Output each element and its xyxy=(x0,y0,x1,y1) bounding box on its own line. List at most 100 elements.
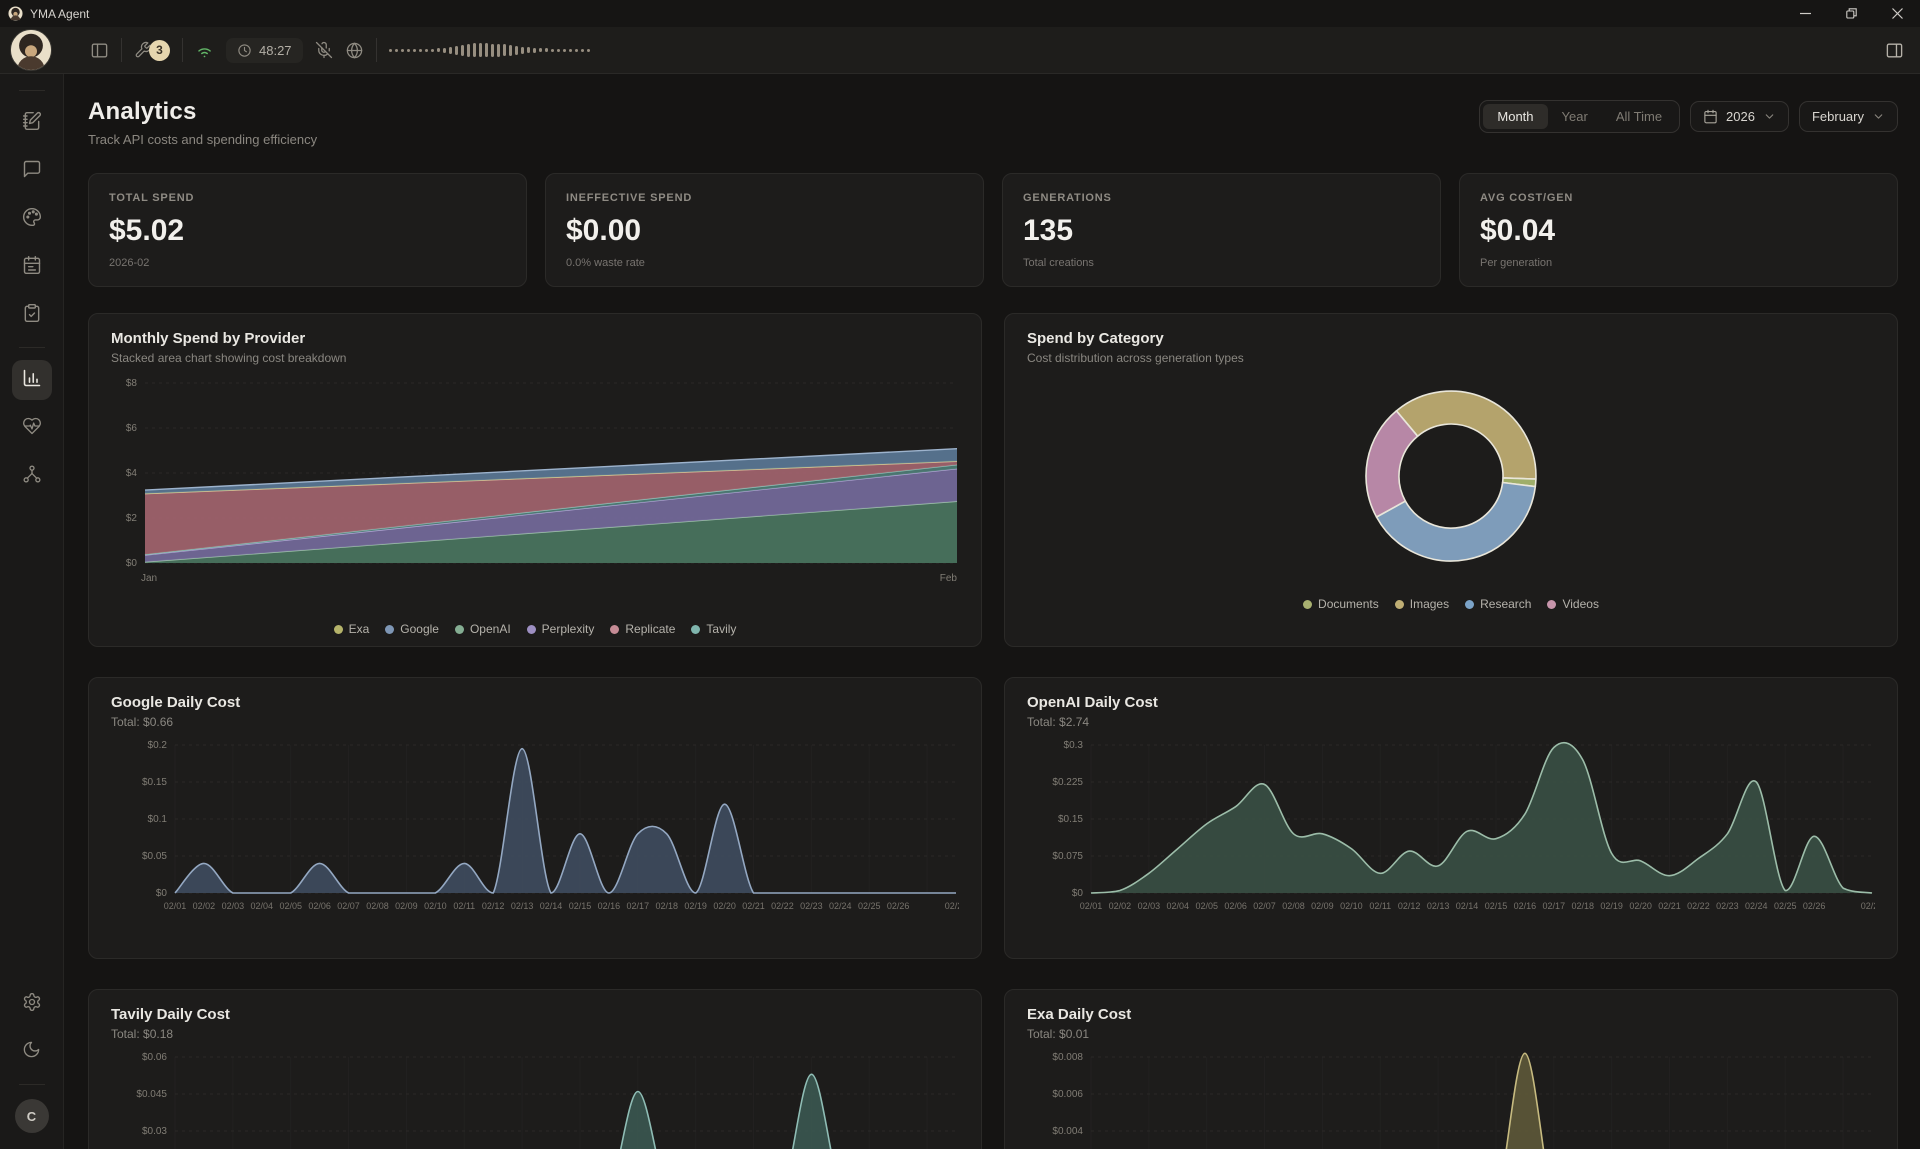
close-button[interactable] xyxy=(1874,0,1920,27)
chart-title: OpenAI Daily Cost xyxy=(1027,694,1158,711)
svg-text:02/08: 02/08 xyxy=(1282,901,1305,911)
svg-text:02/26: 02/26 xyxy=(887,901,910,911)
minimize-button[interactable] xyxy=(1782,0,1828,27)
svg-text:02/07: 02/07 xyxy=(337,901,360,911)
palette-icon xyxy=(22,207,42,232)
svg-text:$8: $8 xyxy=(126,378,138,389)
svg-text:02/10: 02/10 xyxy=(1340,901,1363,911)
titlebar: YMA Agent xyxy=(0,0,1920,27)
panel-right-toggle[interactable] xyxy=(1885,41,1904,60)
stat-sub: Per generation xyxy=(1480,257,1553,269)
svg-text:02/11: 02/11 xyxy=(1369,901,1391,911)
svg-text:02/25: 02/25 xyxy=(1774,901,1797,911)
stat-label: GENERATIONS xyxy=(1023,192,1112,204)
svg-text:Feb: Feb xyxy=(940,573,958,584)
svg-text:02/04: 02/04 xyxy=(251,901,274,911)
main-content: Analytics Track API costs and spending e… xyxy=(64,74,1920,1149)
svg-text:02/15: 02/15 xyxy=(569,901,592,911)
svg-text:$4: $4 xyxy=(126,468,138,479)
svg-text:$0.06: $0.06 xyxy=(142,1052,167,1063)
legend-item: Videos xyxy=(1547,597,1599,611)
mic-off-icon[interactable] xyxy=(315,41,333,59)
svg-text:02/23: 02/23 xyxy=(800,901,823,911)
svg-text:02/11: 02/11 xyxy=(453,901,475,911)
legend-item: Research xyxy=(1465,597,1531,611)
svg-text:02/02: 02/02 xyxy=(193,901,216,911)
svg-text:02/22: 02/22 xyxy=(1687,901,1710,911)
tools-count-badge: 3 xyxy=(149,39,170,61)
svg-text:02/12: 02/12 xyxy=(482,901,505,911)
svg-text:$0: $0 xyxy=(126,558,138,569)
google-daily-chart: $0 $0.05 $0.1 $0.15 $0.2 02/01 02/02 02/03 02/04… xyxy=(111,733,967,946)
sidebar-item-agents[interactable] xyxy=(12,456,52,496)
svg-text:$0.05: $0.05 xyxy=(142,851,167,862)
month-dropdown[interactable]: February xyxy=(1798,101,1898,132)
chart-title: Monthly Spend by Provider xyxy=(111,330,306,347)
sidebar: C xyxy=(0,74,64,1149)
svg-text:02/18: 02/18 xyxy=(655,901,678,911)
sidebar-item-settings[interactable] xyxy=(12,984,52,1024)
svg-text:$0.03: $0.03 xyxy=(142,1126,167,1137)
legend-item: Replicate xyxy=(610,622,675,636)
legend-item: Google xyxy=(385,622,439,636)
svg-text:02/16: 02/16 xyxy=(598,901,621,911)
notebook-pen-icon xyxy=(22,111,42,136)
calendar-icon xyxy=(22,255,42,280)
svg-text:$0.1: $0.1 xyxy=(148,814,168,825)
svg-text:02/10: 02/10 xyxy=(424,901,447,911)
svg-text:$0.045: $0.045 xyxy=(136,1089,167,1100)
session-timer: 48:27 xyxy=(226,37,303,63)
svg-text:$0.075: $0.075 xyxy=(1052,851,1083,862)
sidebar-item-notes[interactable] xyxy=(12,103,52,143)
year-dropdown[interactable]: 2026 xyxy=(1690,101,1789,132)
tools-button[interactable]: 3 xyxy=(134,39,170,61)
svg-text:$0.006: $0.006 xyxy=(1052,1089,1083,1100)
chart-title: Exa Daily Cost xyxy=(1027,1006,1132,1023)
svg-text:02/13: 02/13 xyxy=(1427,901,1450,911)
app-logo-icon xyxy=(8,6,23,21)
sidebar-item-calendar[interactable] xyxy=(12,247,52,287)
range-option-year[interactable]: Year xyxy=(1561,109,1588,124)
range-option-month[interactable]: Month xyxy=(1483,104,1548,129)
gear-icon xyxy=(22,992,42,1017)
category-donut-chart xyxy=(1027,381,1875,571)
sidebar-item-health[interactable] xyxy=(12,408,52,448)
svg-text:02/01: 02/01 xyxy=(164,901,187,911)
sidebar-item-canvas[interactable] xyxy=(12,199,52,239)
stat-sub: 2026-02 xyxy=(109,257,150,269)
page-title: Analytics xyxy=(88,98,197,125)
svg-text:02/18: 02/18 xyxy=(1571,901,1594,911)
chart-total: Total: $0.01 xyxy=(1027,1027,1090,1041)
legend-item: Tavily xyxy=(691,622,736,636)
timer-value: 48:27 xyxy=(259,42,292,58)
stat-value: $0.04 xyxy=(1480,214,1556,247)
sidebar-item-theme[interactable] xyxy=(12,1032,52,1072)
sidebar-item-tasks[interactable] xyxy=(12,295,52,335)
svg-text:02/05: 02/05 xyxy=(279,901,302,911)
sidebar-item-analytics[interactable] xyxy=(11,360,52,400)
range-option-alltime[interactable]: All Time xyxy=(1615,109,1663,124)
panel-left-toggle[interactable] xyxy=(90,41,109,60)
range-controls: Month Year All Time 2026 February xyxy=(1479,100,1898,133)
page-subtitle: Track API costs and spending efficiency xyxy=(88,132,318,147)
monthly-spend-chart: $0 $2 $4 $6 $8 Jan Feb xyxy=(111,369,959,618)
sidebar-item-chat[interactable] xyxy=(12,151,52,191)
maximize-button[interactable] xyxy=(1828,0,1874,27)
chevron-down-icon xyxy=(1763,110,1776,123)
wifi-icon[interactable] xyxy=(195,41,214,60)
svg-text:02/14: 02/14 xyxy=(540,901,563,911)
clock-icon xyxy=(237,43,252,58)
user-avatar[interactable] xyxy=(10,29,52,71)
network-icon xyxy=(22,464,42,489)
svg-text:02/17: 02/17 xyxy=(1543,901,1566,911)
chart-total: Total: $0.18 xyxy=(111,1027,174,1041)
legend-item: Images xyxy=(1394,597,1449,611)
svg-text:$0.15: $0.15 xyxy=(1058,814,1083,825)
svg-text:02/14: 02/14 xyxy=(1456,901,1479,911)
openai-daily-chart: $0 $0.075 $0.15 $0.225 $0.3 02/01 02/02 02/03 02… xyxy=(1027,733,1883,946)
globe-icon[interactable] xyxy=(345,41,364,60)
chart-total: Total: $0.66 xyxy=(111,715,174,729)
svg-text:02/02: 02/02 xyxy=(1109,901,1132,911)
account-avatar[interactable]: C xyxy=(14,1099,49,1133)
provider-legend: Exa Google OpenAI Perplexity Replicate Tavily xyxy=(111,622,959,636)
